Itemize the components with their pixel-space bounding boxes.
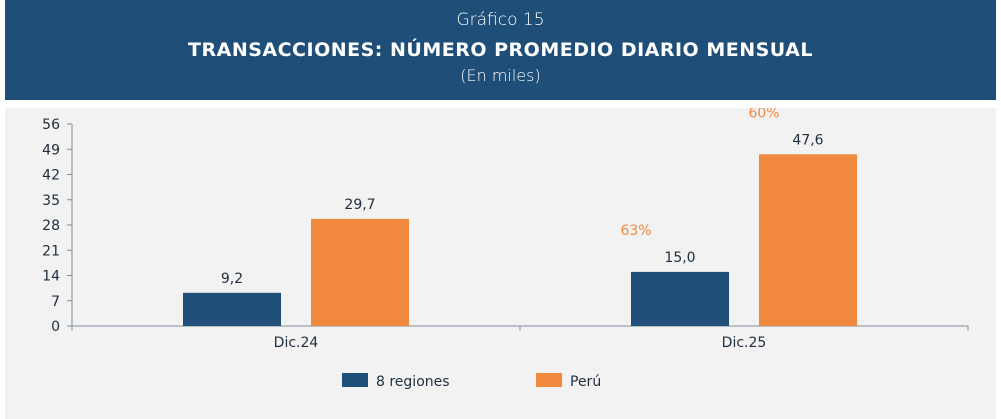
y-tick-label: 7: [51, 294, 60, 310]
chart-title: TRANSACCIONES: NÚMERO PROMEDIO DIARIO ME…: [188, 39, 813, 61]
bar-chart: 0 7 14 21 28 35 42 49 56 9,2 29,7 Dic.24 15,0 63% 47,6…: [42, 108, 969, 390]
x-tick-label: Dic.25: [722, 335, 767, 351]
y-tick-label: 56: [42, 117, 60, 133]
legend-swatch: [342, 373, 368, 387]
bar: [311, 218, 409, 326]
chart-header: Gráfico 15 TRANSACCIONES: NÚMERO PROMEDI…: [5, 0, 996, 100]
y-tick-label: 28: [42, 218, 60, 234]
plot-area: 0 7 14 21 28 35 42 49 56 9,2 29,7 Dic.24 15,0 63% 47,6…: [5, 108, 996, 419]
legend-label: 8 regiones: [376, 374, 450, 390]
y-tick-label: 35: [42, 193, 60, 209]
chart-number: Gráfico 15: [456, 10, 545, 30]
bar: [183, 292, 281, 326]
legend-swatch: [536, 373, 562, 387]
bar: [631, 271, 729, 326]
chart-unit: (En miles): [460, 66, 541, 85]
growth-label: 60%: [748, 108, 779, 121]
y-tick-label: 14: [42, 269, 60, 285]
x-tick-label: Dic.24: [274, 335, 319, 351]
y-tick-label: 0: [51, 319, 60, 335]
y-tick-label: 21: [42, 243, 60, 259]
data-label: 47,6: [792, 132, 823, 148]
y-tick-label: 42: [42, 168, 60, 184]
growth-label: 63%: [620, 223, 651, 239]
y-tick-label: 49: [42, 142, 60, 158]
data-label: 29,7: [344, 197, 375, 213]
data-label: 15,0: [664, 250, 695, 266]
bar: [759, 154, 857, 326]
data-label: 9,2: [221, 271, 243, 287]
legend-label: Perú: [570, 374, 601, 390]
